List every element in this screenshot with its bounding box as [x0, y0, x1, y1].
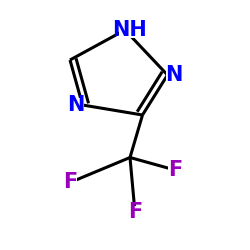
- Text: N: N: [68, 95, 85, 115]
- Text: NH: NH: [112, 20, 148, 40]
- FancyBboxPatch shape: [63, 176, 77, 190]
- FancyBboxPatch shape: [69, 98, 84, 112]
- Text: F: F: [168, 160, 182, 180]
- FancyBboxPatch shape: [166, 68, 181, 82]
- FancyBboxPatch shape: [128, 206, 142, 220]
- FancyBboxPatch shape: [119, 22, 141, 38]
- Text: F: F: [128, 202, 142, 222]
- Text: N: N: [165, 65, 182, 85]
- FancyBboxPatch shape: [168, 163, 182, 177]
- Text: F: F: [63, 172, 77, 193]
